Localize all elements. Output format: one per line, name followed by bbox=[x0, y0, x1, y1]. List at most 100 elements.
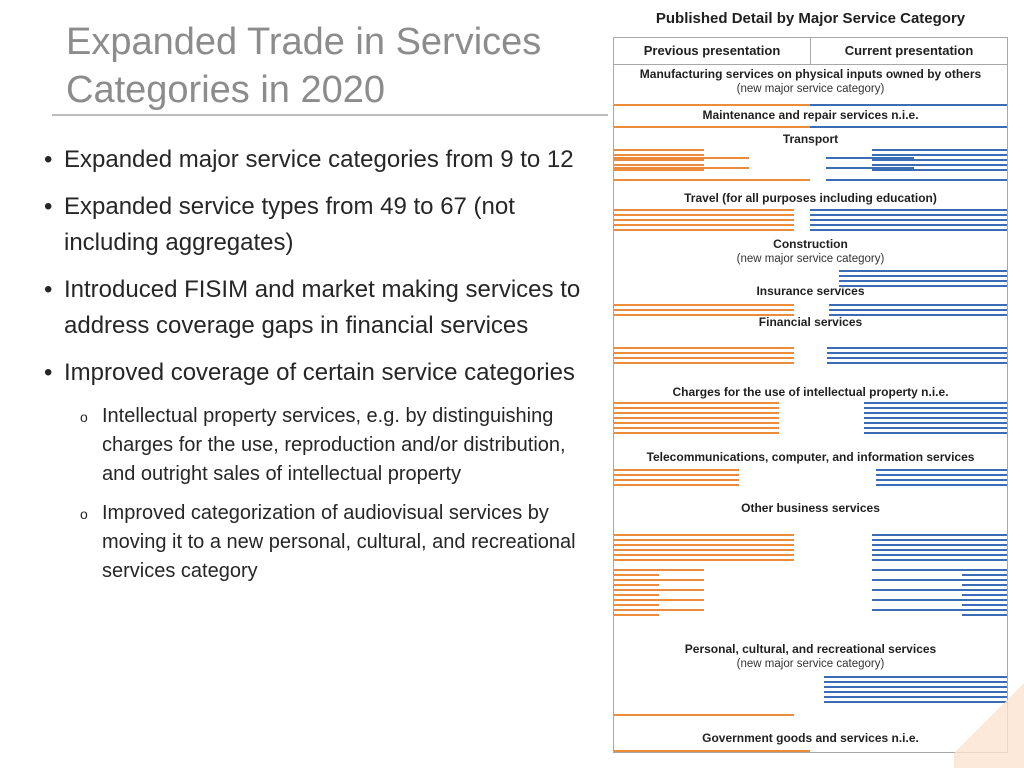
category-note: (new major service category) bbox=[736, 83, 885, 95]
previous-detail-line bbox=[614, 569, 704, 571]
bullet-item: • Introduced FISIM and market making serv… bbox=[44, 272, 604, 344]
current-detail-line bbox=[962, 584, 1007, 586]
current-detail-line bbox=[962, 594, 1007, 596]
bullet-marker: • bbox=[44, 146, 53, 173]
bullet-text: Introduced FISIM and market making servi… bbox=[64, 276, 581, 339]
category-label: Transport bbox=[614, 132, 1007, 147]
current-detail-line bbox=[872, 544, 1007, 546]
current-detail-line bbox=[864, 412, 1007, 414]
current-detail-line bbox=[824, 701, 1007, 703]
current-detail-line bbox=[962, 574, 1007, 576]
current-detail-line bbox=[839, 270, 1007, 272]
previous-detail-line bbox=[614, 594, 659, 596]
category-name: Other business services bbox=[741, 501, 880, 515]
previous-detail-line bbox=[614, 579, 704, 581]
current-detail-line bbox=[876, 474, 1007, 476]
category-label: Financial services bbox=[614, 315, 1007, 330]
sub-bullet-marker: o bbox=[80, 506, 88, 522]
current-detail-line bbox=[824, 686, 1007, 688]
current-detail-line bbox=[827, 352, 1007, 354]
current-detail-line bbox=[872, 164, 1007, 166]
current-detail-line bbox=[810, 214, 1007, 216]
bullet-item: • Improved coverage of certain service ca… bbox=[44, 355, 604, 391]
current-detail-line bbox=[824, 681, 1007, 683]
previous-presentation-header: Previous presentation bbox=[614, 38, 811, 65]
current-detail-line bbox=[827, 347, 1007, 349]
current-detail-line bbox=[962, 604, 1007, 606]
previous-detail-line bbox=[614, 179, 810, 181]
bullet-text: Improved coverage of certain service cat… bbox=[64, 359, 575, 386]
category-label: Telecommunications, computer, and inform… bbox=[614, 450, 1007, 465]
current-detail-line bbox=[824, 691, 1007, 693]
sub-bullet-text: Intellectual property services, e.g. by … bbox=[102, 405, 566, 485]
current-detail-line bbox=[872, 579, 1007, 581]
previous-detail-line bbox=[614, 159, 704, 161]
previous-detail-line bbox=[614, 589, 704, 591]
previous-detail-line bbox=[614, 126, 810, 128]
previous-detail-line bbox=[614, 104, 810, 106]
previous-detail-line bbox=[614, 412, 779, 414]
previous-detail-line bbox=[614, 357, 794, 359]
category-name: Financial services bbox=[758, 315, 863, 329]
category-label: Maintenance and repair services n.i.e. bbox=[614, 108, 1007, 123]
current-detail-line bbox=[864, 402, 1007, 404]
current-detail-line bbox=[864, 432, 1007, 434]
current-detail-line bbox=[839, 280, 1007, 282]
current-detail-line bbox=[872, 599, 1007, 601]
slide-title-line-2: Categories in 2020 bbox=[66, 69, 385, 111]
category-note: (new major service category) bbox=[736, 253, 885, 265]
slide-title-line-1: Expanded Trade in Services bbox=[66, 21, 542, 63]
current-detail-line bbox=[829, 314, 1007, 316]
previous-detail-line bbox=[614, 164, 704, 166]
bullet-text: Expanded major service categories from 9… bbox=[64, 146, 574, 173]
category-label: Government goods and services n.i.e. bbox=[614, 731, 1007, 746]
sub-bullet-item: o Improved categorization of audiovisual … bbox=[44, 499, 604, 586]
previous-detail-line bbox=[614, 209, 794, 211]
previous-detail-line bbox=[614, 554, 794, 556]
previous-detail-line bbox=[614, 422, 779, 424]
current-detail-line bbox=[876, 484, 1007, 486]
previous-detail-line bbox=[614, 474, 739, 476]
category-name: Telecommunications, computer, and inform… bbox=[646, 450, 975, 464]
category-name: Maintenance and repair services n.i.e. bbox=[702, 108, 919, 122]
previous-detail-line bbox=[614, 157, 749, 159]
current-detail-line bbox=[826, 157, 914, 159]
current-detail-line bbox=[829, 309, 1007, 311]
current-detail-line bbox=[810, 229, 1007, 231]
previous-detail-line bbox=[614, 614, 659, 616]
current-detail-line bbox=[827, 362, 1007, 364]
previous-detail-line bbox=[614, 149, 704, 151]
category-note: (new major service category) bbox=[736, 658, 885, 670]
category-name: Travel (for all purposes including educa… bbox=[684, 191, 937, 205]
sub-bullet-marker: o bbox=[80, 409, 88, 425]
previous-detail-line bbox=[614, 609, 704, 611]
current-detail-line bbox=[872, 554, 1007, 556]
previous-detail-line bbox=[614, 549, 794, 551]
current-detail-line bbox=[826, 179, 1007, 181]
previous-detail-line bbox=[614, 154, 704, 156]
current-detail-line bbox=[872, 569, 1007, 571]
category-label: Insurance services bbox=[614, 284, 1007, 299]
current-detail-line bbox=[872, 549, 1007, 551]
previous-detail-line bbox=[614, 229, 794, 231]
bullet-item: • Expanded major service categories from … bbox=[44, 142, 604, 178]
sub-bullet-text: Improved categorization of audiovisual s… bbox=[102, 502, 576, 582]
current-detail-line bbox=[826, 167, 914, 169]
previous-detail-line bbox=[614, 214, 794, 216]
category-name: Insurance services bbox=[756, 284, 865, 298]
category-name: Construction bbox=[773, 237, 848, 251]
current-detail-line bbox=[829, 304, 1007, 306]
current-detail-line bbox=[872, 159, 1007, 161]
previous-detail-line bbox=[614, 169, 704, 171]
current-detail-line bbox=[810, 104, 1007, 106]
current-detail-line bbox=[864, 422, 1007, 424]
current-detail-line bbox=[872, 559, 1007, 561]
previous-detail-line bbox=[614, 604, 659, 606]
current-presentation-header: Current presentation bbox=[811, 38, 1007, 65]
previous-detail-line bbox=[614, 750, 810, 752]
category-label: Construction (new major service category) bbox=[614, 237, 1007, 267]
previous-detail-line bbox=[614, 362, 794, 364]
previous-detail-line bbox=[614, 219, 794, 221]
bullet-item: • Expanded service types from 49 to 67 (n… bbox=[44, 189, 604, 261]
bullet-marker: • bbox=[44, 359, 53, 386]
